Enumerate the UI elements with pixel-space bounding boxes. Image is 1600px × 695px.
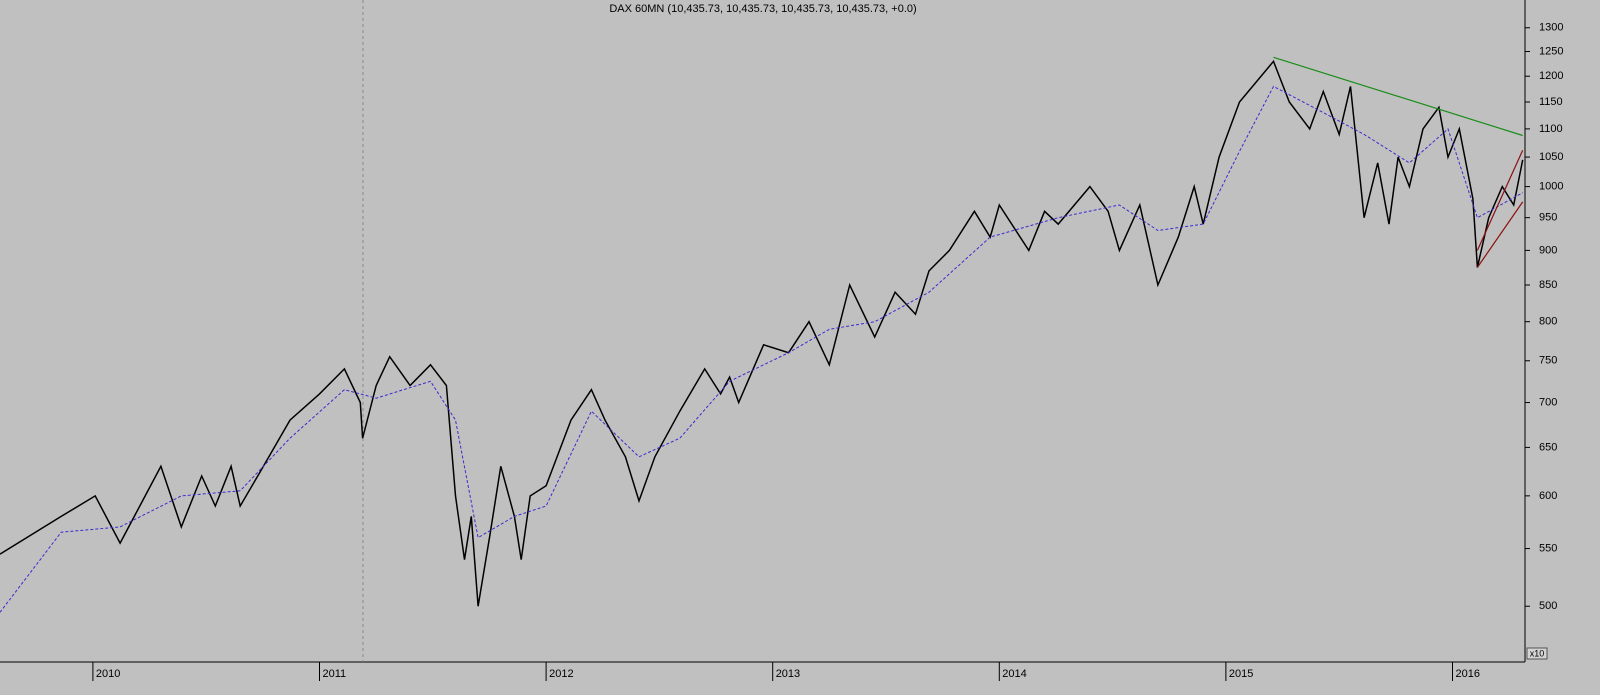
y-tick-label: 600 bbox=[1539, 490, 1557, 502]
price-line bbox=[0, 59, 1524, 607]
trendline bbox=[1273, 56, 1523, 137]
y-tick-label: 500 bbox=[1539, 600, 1557, 612]
y-tick-label: 1150 bbox=[1539, 96, 1563, 108]
y-tick-label: 700 bbox=[1539, 396, 1557, 408]
moving-average bbox=[0, 85, 1523, 613]
x-tick-label: 2011 bbox=[323, 668, 347, 680]
y-tick-label: 750 bbox=[1539, 355, 1557, 367]
x-tick-label: 2012 bbox=[549, 668, 573, 680]
y-tick-label: 1050 bbox=[1539, 151, 1563, 163]
x-tick-label: 2013 bbox=[776, 668, 800, 680]
y-tick-label: 1000 bbox=[1539, 181, 1563, 193]
x-tick-label: 2016 bbox=[1455, 668, 1479, 680]
x-tick-label: 2015 bbox=[1229, 668, 1253, 680]
x-tick-label: 2014 bbox=[1002, 668, 1026, 680]
chart-title: DAX 60MN (10,435.73, 10,435.73, 10,435.7… bbox=[609, 3, 916, 15]
y-tick-label: 1100 bbox=[1539, 123, 1563, 135]
y-tick-label: 950 bbox=[1539, 212, 1557, 224]
unit-box bbox=[1526, 647, 1548, 660]
y-tick-label: 650 bbox=[1539, 441, 1557, 453]
trendline bbox=[1476, 201, 1524, 268]
y-tick-label: 800 bbox=[1539, 316, 1557, 328]
y-tick-label: 550 bbox=[1539, 542, 1557, 554]
y-tick-label: 850 bbox=[1539, 279, 1557, 291]
y-tick-label: 900 bbox=[1539, 244, 1557, 256]
y-tick-label: 1250 bbox=[1539, 45, 1563, 57]
trendline bbox=[1476, 149, 1524, 251]
y-tick-label: 1300 bbox=[1539, 22, 1563, 34]
y-tick-label: 1200 bbox=[1539, 70, 1563, 82]
axis-unit: x10 bbox=[1530, 648, 1545, 658]
x-tick-label: 2010 bbox=[96, 668, 120, 680]
